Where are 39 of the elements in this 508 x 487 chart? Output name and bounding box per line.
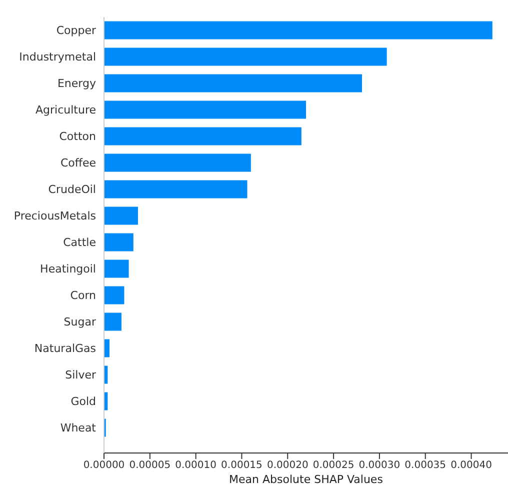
x-axis-title: Mean Absolute SHAP Values	[229, 473, 384, 486]
bar	[104, 339, 110, 358]
x-tick-label: 0.00025	[312, 460, 354, 472]
x-tick-label: 0.00010	[175, 460, 216, 472]
y-tick-label: Cattle	[63, 236, 96, 250]
y-tick-label: Wheat	[60, 422, 97, 435]
bar	[104, 233, 134, 252]
x-tick-label: 0.00000	[83, 460, 125, 472]
y-tick-label: Coffee	[60, 156, 96, 170]
bar	[104, 312, 122, 331]
bar	[104, 48, 387, 66]
bar	[104, 260, 129, 278]
bar	[104, 74, 362, 92]
y-tick-label: Industrymetal	[19, 50, 96, 64]
x-tick-label: 0.00035	[404, 460, 446, 472]
y-tick-label: Corn	[70, 289, 96, 302]
y-tick-label: PreciousMetals	[14, 210, 96, 223]
y-tick-label: Cotton	[59, 130, 96, 144]
y-tick-label: Gold	[70, 395, 96, 408]
bar	[104, 286, 124, 304]
x-tick-label: 0.00040	[450, 460, 492, 472]
y-tick-label: Agriculture	[36, 104, 96, 117]
bar	[104, 154, 251, 172]
bar	[104, 127, 302, 146]
y-tick-label: Silver	[65, 368, 96, 382]
bar	[104, 206, 138, 225]
y-tick-label: Energy	[57, 77, 96, 90]
bar	[104, 100, 306, 119]
y-tick-label: Heatingoil	[40, 262, 96, 276]
bar	[104, 180, 248, 198]
x-tick-label: 0.00020	[266, 460, 308, 472]
bar	[104, 21, 492, 40]
x-tick-label: 0.00030	[358, 460, 400, 472]
x-tick-label: 0.00005	[129, 460, 171, 472]
y-tick-label: NaturalGas	[34, 342, 96, 356]
y-tick-label: Sugar	[64, 316, 96, 329]
y-tick-label: Copper	[56, 24, 96, 38]
x-tick-label: 0.00015	[221, 460, 262, 472]
y-tick-label: CrudeOil	[48, 183, 96, 196]
